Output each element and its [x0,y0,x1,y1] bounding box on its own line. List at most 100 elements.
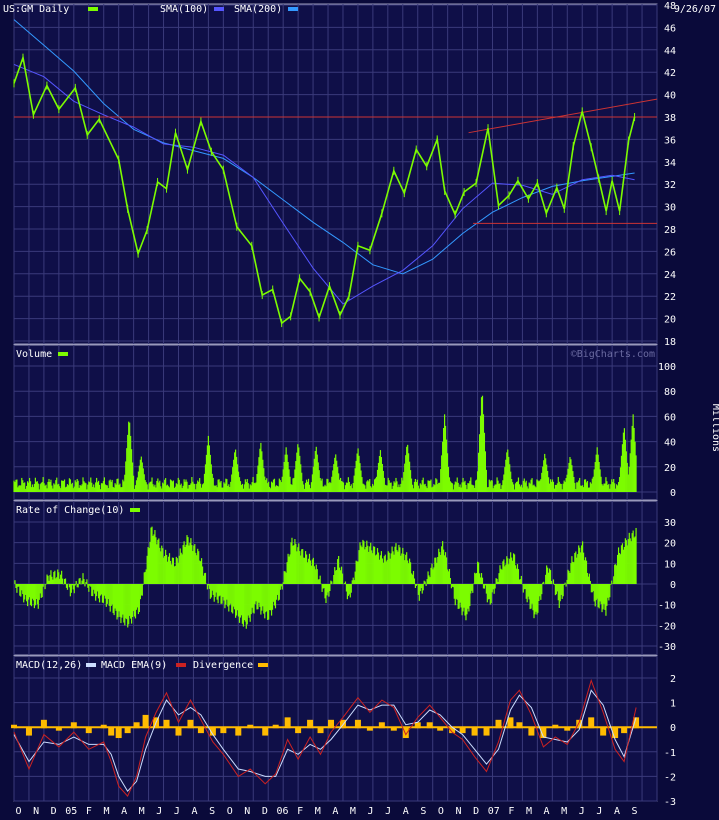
divergence-bar [55,727,62,731]
divergence-bar [483,727,490,736]
x-tick-label: D [51,806,57,817]
x-tick-label: A [191,806,197,817]
x-tick-label: D [262,806,268,817]
y-tick-label: 40 [664,91,676,102]
y-tick-label: 100 [658,362,676,373]
divergence-bar [449,727,456,734]
divergence-bar [378,722,385,729]
divergence-bar [459,727,466,734]
y-tick-label: 80 [664,387,676,398]
sma200-swatch [288,7,298,11]
x-tick-label: J [174,806,180,817]
divergence-bar [115,727,122,739]
x-tick-label: D [473,806,479,817]
y-tick-label: 20 [664,539,676,550]
x-tick-label: J [579,806,585,817]
divergence-bar [564,727,571,731]
x-tick-label: M [526,806,532,817]
divergence-bar [507,717,514,729]
chart-marks [11,19,658,798]
legend-divergence: Divergence [193,660,253,671]
x-tick-label: M [350,806,356,817]
divergence-bar [108,727,115,736]
divergence-bar [528,727,535,736]
macd-title: MACD(12,26) [16,660,82,671]
macd-swatch [86,663,96,667]
x-tick-label: J [385,806,391,817]
roc-title: Rate of Change(10) [16,505,124,516]
chart-labels: 1820222426283032343638404244464802040608… [3,1,719,817]
y-tick-label: 26 [664,247,676,258]
x-tick-label: S [209,806,215,817]
x-tick-label: J [156,806,162,817]
x-tick-label: M [561,806,567,817]
y-tick-label: 30 [664,518,676,529]
y-tick-label: 38 [664,113,676,124]
x-tick-label: F [508,806,514,817]
sma200-line [13,19,635,275]
x-tick-label: M [139,806,145,817]
sma100-swatch [214,7,224,11]
divergence-bar [142,714,149,729]
divergence-bar [124,727,131,734]
divergence-bar [295,727,302,734]
y-tick-label: -10 [658,601,676,612]
x-tick-label: A [544,806,550,817]
volume-ylabel: Millions [710,404,719,452]
divergence-bar [588,717,595,729]
y-tick-label: 18 [664,337,676,348]
x-tick-label: J [368,806,374,817]
chart-date: 9/26/07 [674,4,716,15]
y-tick-label: 44 [664,46,676,57]
x-tick-label: O [15,806,21,817]
divergence-bar [235,727,242,736]
divergence-bar [621,727,628,734]
x-tick-label: O [438,806,444,817]
y-tick-label: 20 [664,315,676,326]
divergence-bar [414,722,421,729]
x-tick-label: F [297,806,303,817]
divergence-bar [40,719,47,729]
y-tick-label: -3 [664,797,676,808]
divergence-bar [262,727,269,736]
x-tick-label: 06 [276,806,288,817]
divergence-bar [612,727,619,739]
y-tick-label: 10 [664,559,676,570]
legend-macd-ema: MACD EMA(9) [101,660,167,671]
y-tick-label: 48 [664,1,676,12]
chart-background [13,3,658,802]
y-tick-label: -1 [664,748,676,759]
y-tick-label: 34 [664,158,676,169]
macd-ema-line [13,689,637,793]
x-tick-label: M [103,806,109,817]
legend-sma100: SMA(100) [160,4,208,15]
x-tick-label: J [596,806,602,817]
y-tick-label: 32 [664,180,676,191]
divergence-bar [354,719,361,729]
x-tick-label: N [244,806,250,817]
macd-ema-swatch [176,663,186,667]
y-tick-label: 36 [664,135,676,146]
y-tick-label: 20 [664,463,676,474]
y-tick-label: 46 [664,23,676,34]
y-tick-label: 0 [670,723,676,734]
divergence-bar [495,719,502,729]
divergence-bar [25,727,32,736]
y-tick-label: -20 [658,621,676,632]
sma100-line [13,63,635,305]
y-tick-label: 22 [664,292,676,303]
divergence-bar [85,727,92,734]
y-tick-label: 0 [670,580,676,591]
x-tick-label: O [227,806,233,817]
y-tick-label: 40 [664,438,676,449]
divergence-bar [600,727,607,736]
divergence-bar [163,719,170,729]
x-tick-label: A [403,806,409,817]
divergence-bar [220,727,227,734]
divergence-bar [175,727,182,736]
divergence-bar [70,722,77,729]
y-tick-label: 42 [664,68,676,79]
x-tick-label: 05 [65,806,77,817]
y-tick-label: 28 [664,225,676,236]
